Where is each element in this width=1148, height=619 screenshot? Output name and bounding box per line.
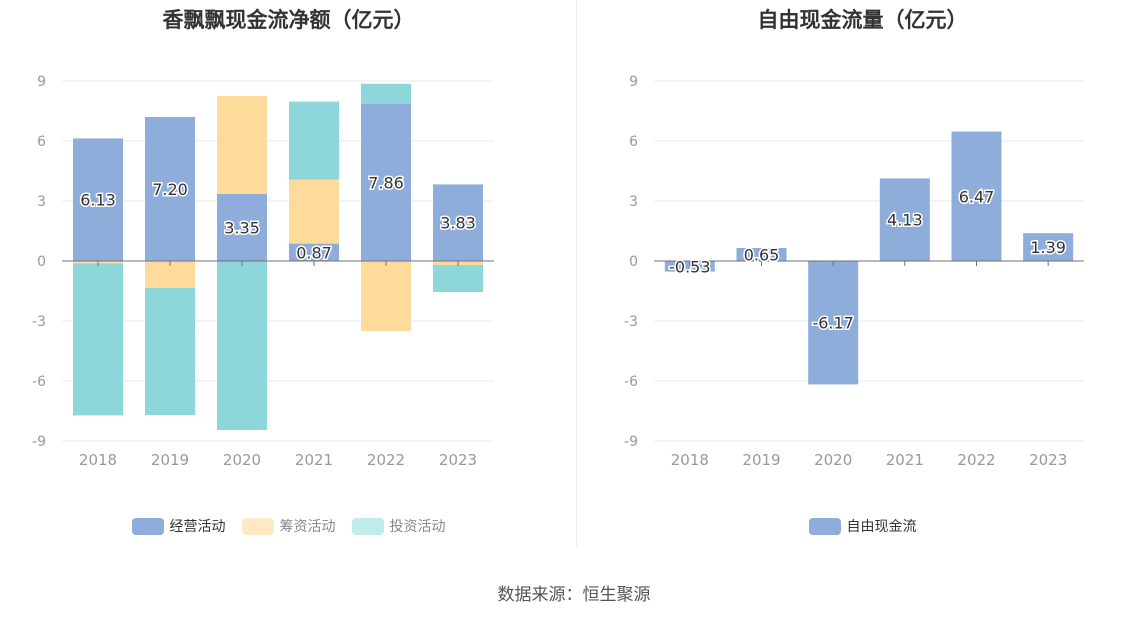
legend-item-operating[interactable]: 经营活动 [131,516,226,536]
legend-label: 筹资活动 [279,519,336,535]
bar-operating [433,184,483,261]
x-tick-label: 2018 [671,451,709,469]
bar-investing [217,261,267,430]
data-label: 4.13 [887,211,923,230]
x-tick-label: 2020 [814,451,852,469]
bar-operating [289,243,339,261]
y-tick-label: 9 [629,74,638,90]
data-label: 3.35 [224,219,260,238]
x-tick-label: 2020 [223,451,261,469]
bar-financing [361,261,411,331]
data-label: 3.83 [440,214,476,233]
x-tick-label: 2022 [957,451,995,469]
bar-operating [145,117,195,261]
legend-label: 自由现金流 [846,519,917,535]
panel-divider [576,0,577,548]
bar-operating [73,138,123,261]
data-label: 7.86 [368,173,404,192]
bar-financing [289,179,339,244]
bar-investing [145,288,195,415]
bar-free-cash-flow [808,261,859,385]
legend-item-free-cash-flow[interactable]: 自由现金流 [808,516,917,536]
bar-investing [289,101,339,180]
cash-flow-chart: 9 6 3 0 -3 -6 -9 2018 2019 2020 2021 2022 2023 6.13 7.… [32,74,494,469]
y-tick-label: 6 [37,134,46,150]
y-tick-label: 9 [37,74,46,90]
bar-free-cash-flow [664,261,715,272]
y-tick-label: -6 [624,374,638,390]
y-tick-label: -3 [624,314,638,330]
x-tick-label: 2018 [79,451,117,469]
legend-swatch-investing [351,517,384,535]
x-tick-label: 2021 [886,451,924,469]
data-label: 0.87 [296,243,332,262]
data-label: 0.65 [744,246,780,265]
x-tick-label: 2022 [367,451,405,469]
y-tick-label: 0 [37,254,46,270]
data-label: 6.47 [959,187,995,206]
bar-investing [361,83,411,104]
bar-operating [217,194,267,261]
legend-swatch-free-cash-flow [808,517,841,535]
data-label: 7.20 [152,180,188,199]
bar-free-cash-flow [736,248,787,261]
y-tick-label: -3 [32,314,46,330]
free-cash-flow-chart: 9 6 3 0 -3 -6 -9 2018 2019 2020 2021 2022 2023 -0.53 0… [624,74,1084,469]
bar-free-cash-flow [951,131,1002,261]
legend-label: 投资活动 [389,519,446,535]
bar-operating [361,103,411,261]
y-tick-label: 3 [629,194,638,210]
y-tick-label: 6 [629,134,638,150]
data-label: 1.39 [1030,238,1066,257]
data-source: 数据来源：恒生聚源 [497,585,651,605]
legend-label: 经营活动 [169,519,226,535]
bar-free-cash-flow [1023,233,1074,261]
free-cash-flow-chart-panel: 自由现金流量（亿元） 9 6 3 0 -3 -6 -9 2018 2019 2020 2021 202… [577,0,1148,560]
legend-item-investing[interactable]: 投资活动 [351,516,446,536]
chart-legend: 自由现金流 [577,516,1148,536]
x-tick-label: 2023 [439,451,477,469]
cash-flow-chart-panel: 香飘飘现金流净额（亿元） 9 6 3 0 -3 -6 -9 2018 2019 2020 2021 2… [0,0,577,560]
legend-swatch-operating [131,517,164,535]
data-label: 6.13 [80,191,116,210]
bar-financing [217,96,267,194]
chart-legend: 经营活动 筹资活动 投资活动 [0,516,577,536]
data-label: -6.17 [812,314,853,333]
legend-item-financing[interactable]: 筹资活动 [241,516,336,536]
bar-investing [73,263,123,416]
x-tick-label: 2021 [295,451,333,469]
y-tick-label: -9 [624,434,638,450]
data-label: -0.53 [669,257,710,276]
bar-free-cash-flow [879,178,930,261]
bar-investing [433,265,483,292]
y-tick-label: -9 [32,434,46,450]
chart-title: 香飘飘现金流净额（亿元） [162,8,415,32]
chart-title: 自由现金流量（亿元） [757,8,968,32]
y-tick-label: 3 [37,194,46,210]
x-tick-label: 2019 [151,451,189,469]
legend-swatch-financing [241,517,274,535]
x-tick-label: 2019 [742,451,780,469]
x-tick-label: 2023 [1029,451,1067,469]
y-tick-label: 0 [629,254,638,270]
y-tick-label: -6 [32,374,46,390]
